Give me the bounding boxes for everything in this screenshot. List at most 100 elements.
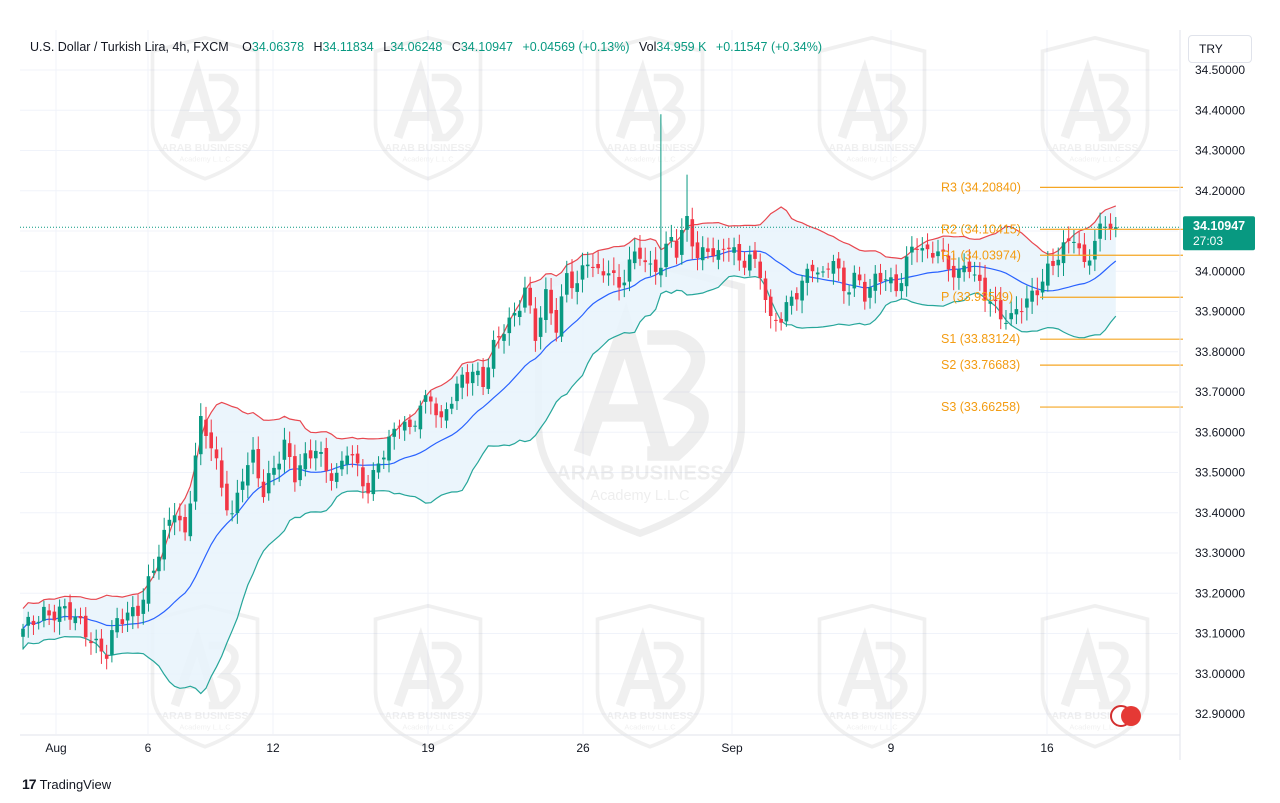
tradingview-mark-icon: 17 <box>22 776 37 792</box>
candle-body <box>272 467 276 475</box>
candle-body <box>282 439 287 460</box>
tradingview-wordmark: TradingView <box>39 777 112 792</box>
time-tick-label: 12 <box>266 741 280 755</box>
currency-button[interactable]: TRY <box>1188 35 1252 63</box>
candle-body <box>94 638 98 641</box>
candle-body <box>392 428 396 437</box>
watermark-name: ARAB BUSINESS <box>556 463 724 485</box>
candle-body <box>36 621 41 623</box>
price-badge-box <box>1183 216 1255 251</box>
pivot-level-label: S3 (33.66258) <box>941 400 1020 414</box>
candle-body <box>366 482 370 494</box>
candle-body <box>1061 242 1066 264</box>
candle-body <box>878 272 883 282</box>
candle-body <box>110 630 114 655</box>
candle-body <box>172 515 177 523</box>
watermark-subtitle: Academy L.L.C <box>1069 155 1121 164</box>
pivot-level-label: R1 (34.03974) <box>941 248 1021 262</box>
watermark-b-glyph <box>653 641 686 710</box>
candle-body <box>1082 244 1087 262</box>
candle-body <box>497 336 501 338</box>
candle-body <box>120 619 125 625</box>
candle-body <box>815 272 820 275</box>
candle-body <box>52 611 57 621</box>
candle-body <box>596 264 600 269</box>
symbol-title: U.S. Dollar / Turkish Lira, 4h, FXCM <box>30 40 229 54</box>
candle-body <box>465 372 470 384</box>
candle-body <box>632 251 637 264</box>
candle-body <box>382 457 386 460</box>
candle-body <box>774 319 778 321</box>
candle-body <box>429 396 433 402</box>
candle-body <box>931 253 935 258</box>
candle-body <box>193 455 198 502</box>
candle-body <box>26 616 30 626</box>
candle-body <box>910 246 914 253</box>
candle-body <box>63 606 67 609</box>
candle-body <box>753 250 757 259</box>
candle-body <box>570 271 574 289</box>
high-label: H <box>313 40 323 54</box>
candle-body <box>151 570 156 573</box>
watermark-shield-icon <box>817 35 927 181</box>
candle-body <box>329 473 334 481</box>
watermark-shield-icon <box>373 603 483 749</box>
open-value: 34.06378 <box>251 40 305 54</box>
time-tick-label: 6 <box>145 741 152 755</box>
watermark-subtitle: Academy L.L.C <box>402 155 454 164</box>
candle-body <box>413 425 417 427</box>
price-axis[interactable]: 34.5000034.4000034.3000034.2000034.10000… <box>1179 30 1245 760</box>
candle-body <box>293 456 297 483</box>
price-tick-label: 34.30000 <box>1195 144 1245 158</box>
candle-body <box>826 268 830 270</box>
price-tick-label: 33.20000 <box>1195 586 1245 600</box>
candle-body <box>821 271 825 273</box>
candle-body <box>528 287 532 306</box>
time-axis[interactable]: Aug 6 12 19 26 Sep 9 16 <box>20 734 1180 755</box>
price-tick-label: 34.50000 <box>1195 63 1245 77</box>
candle-body <box>78 616 83 619</box>
watermark-a-glyph <box>393 59 444 139</box>
volume-change: +0.11547 (+0.34%) <box>715 40 823 54</box>
candle-body <box>1046 263 1050 286</box>
watermark-shield-icon <box>150 35 260 181</box>
candle-body <box>674 241 679 258</box>
candle-body <box>1103 226 1108 228</box>
candle-body <box>131 607 135 617</box>
candle-body <box>240 481 245 490</box>
price-tick-label: 33.60000 <box>1195 425 1245 439</box>
watermark-name: ARAB BUSINESS <box>162 142 249 154</box>
candle-body <box>157 556 161 572</box>
candle-body <box>565 273 569 295</box>
candle-body <box>387 436 391 461</box>
candle-body <box>178 515 182 521</box>
watermark-b-glyph <box>875 73 908 142</box>
tradingview-logo[interactable]: 17 TradingView <box>22 776 111 792</box>
candle-body <box>361 467 365 487</box>
candle-body <box>946 255 951 270</box>
pivot-level-label: P (33.93549) <box>941 290 1013 304</box>
candle-body <box>836 258 841 269</box>
candle-body <box>199 416 203 455</box>
candle-body <box>277 463 281 470</box>
candle-body <box>303 453 308 470</box>
candle-body <box>690 219 695 247</box>
candle-body <box>146 576 151 604</box>
candle-body <box>1019 311 1024 313</box>
watermark-shield-icon <box>1040 603 1150 749</box>
candle-body <box>507 317 512 334</box>
candle-body <box>653 259 658 272</box>
watermark-subtitle: Academy L.L.C <box>590 488 689 504</box>
candle-body <box>727 247 731 249</box>
candle-body <box>68 602 72 620</box>
watermark-shield-icon <box>817 603 927 749</box>
candle-body <box>664 243 668 268</box>
candle-body <box>617 277 621 288</box>
time-tick-label: 16 <box>1040 741 1054 755</box>
